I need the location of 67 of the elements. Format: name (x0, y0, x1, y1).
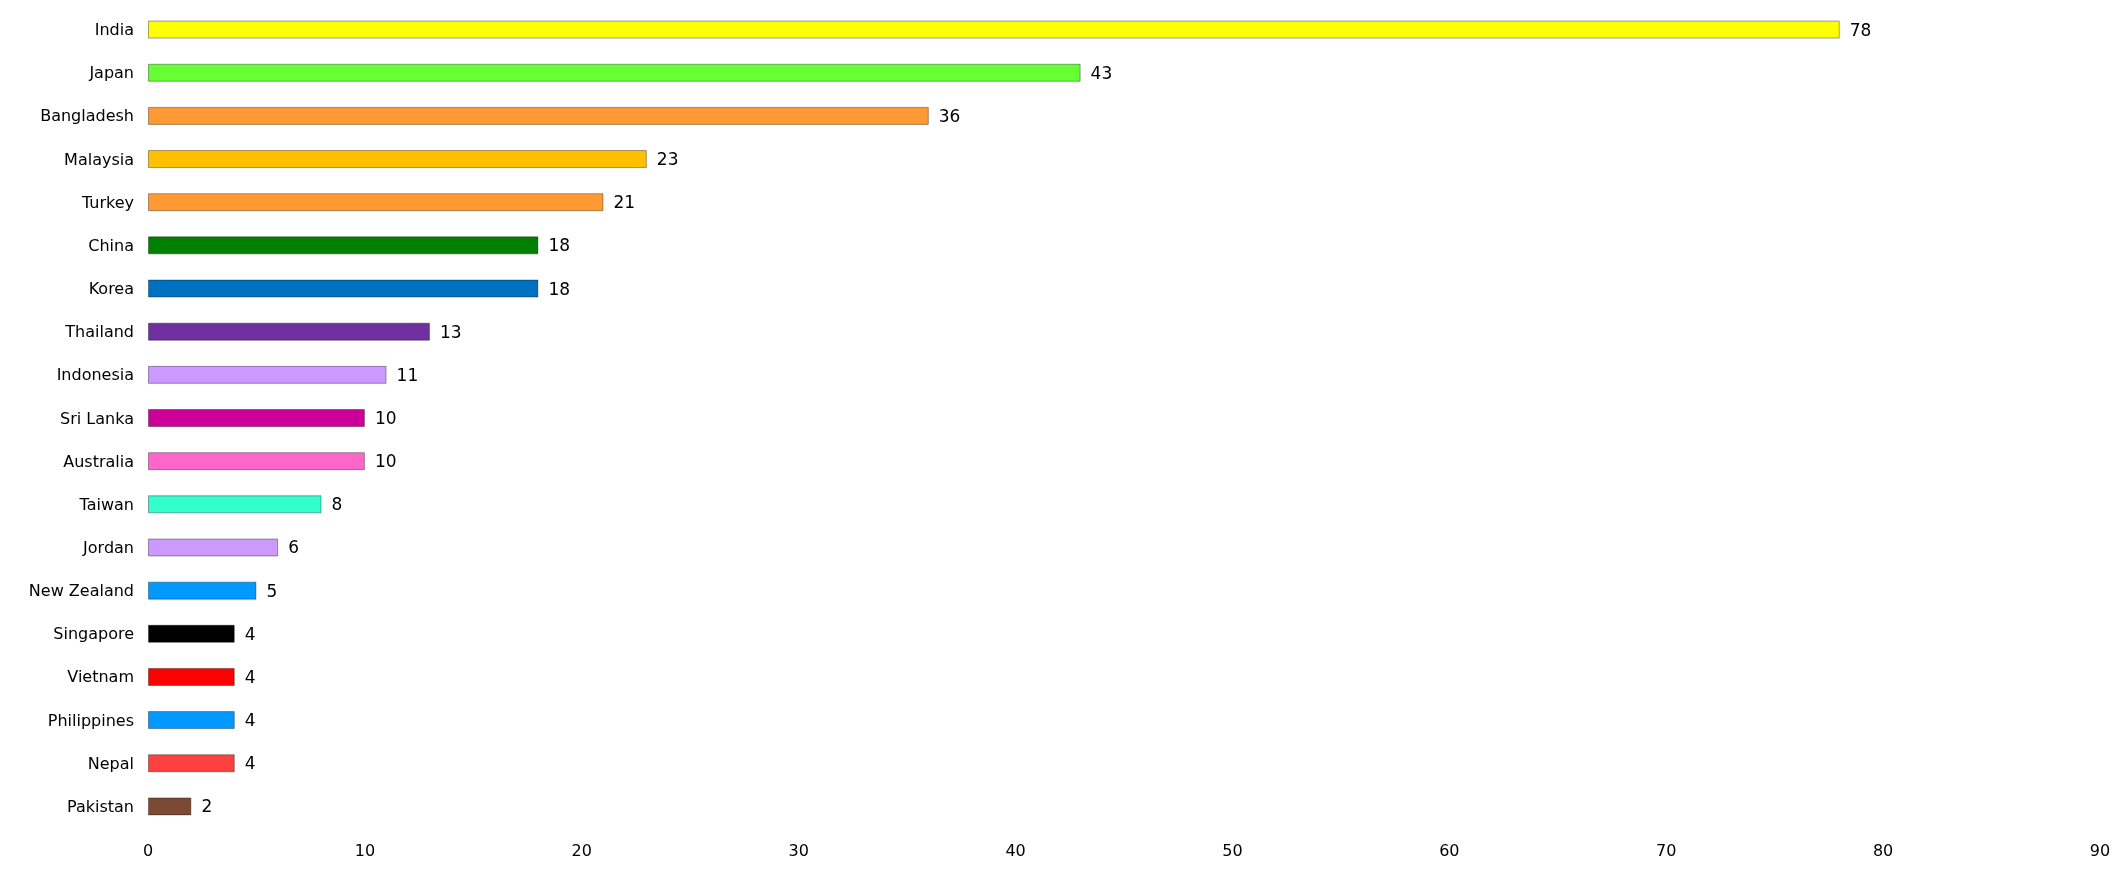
data-label: 2 (201, 796, 213, 817)
y-tick-label: Bangladesh (40, 106, 134, 126)
data-label: 4 (244, 753, 256, 774)
bar (148, 106, 929, 125)
x-tick-label: 60 (1439, 840, 1460, 860)
data-label: 10 (374, 451, 397, 472)
data-label: 36 (938, 105, 961, 126)
y-tick-label: Japan (88, 63, 134, 83)
data-label: 43 (1090, 62, 1113, 83)
y-tick-label: Pakistan (67, 796, 134, 816)
bar (148, 322, 430, 341)
y-tick-label: Thailand (64, 322, 134, 342)
data-label: 11 (396, 364, 419, 385)
bar (148, 624, 235, 643)
bar (148, 797, 192, 816)
bar (148, 150, 647, 169)
data-label: 10 (374, 408, 397, 428)
y-tick-label: New Zealand (28, 581, 134, 601)
y-tick-label: Jordan (82, 537, 134, 557)
y-tick-label: India (94, 20, 134, 40)
data-label: 5 (266, 580, 278, 601)
x-tick-label: 50 (1222, 840, 1243, 860)
y-tick-label: Malaysia (64, 149, 134, 169)
bar (148, 452, 365, 471)
x-tick-label: 20 (571, 840, 592, 860)
data-label: 18 (548, 278, 571, 299)
data-label: 13 (439, 321, 462, 342)
bar (148, 193, 604, 212)
y-tick-label: Nepal (87, 753, 134, 773)
x-tick-label: 90 (2089, 840, 2111, 860)
y-tick-label: Australia (63, 451, 134, 471)
x-tick-label: 0 (142, 840, 154, 860)
y-tick-label: Korea (88, 279, 134, 299)
bar (148, 365, 387, 384)
bar (148, 538, 279, 557)
y-tick-label: Singapore (53, 624, 134, 644)
y-tick-label: Taiwan (78, 494, 134, 514)
data-label: 8 (331, 494, 343, 515)
data-label: 21 (613, 192, 636, 213)
bar (148, 581, 257, 600)
bar (148, 667, 235, 686)
bar (148, 63, 1081, 82)
data-label: 78 (1849, 19, 1872, 40)
y-tick-label: Vietnam (67, 667, 134, 687)
bar (148, 20, 1840, 39)
y-tick-label: Turkey (80, 192, 134, 212)
bar (148, 711, 235, 730)
data-label: 4 (244, 623, 256, 644)
y-tick-label: Sri Lanka (60, 408, 134, 428)
x-tick-label: 70 (1656, 840, 1677, 860)
y-tick-label: Indonesia (56, 365, 134, 385)
data-label: 4 (244, 666, 256, 687)
y-tick-label: Philippines (47, 710, 134, 730)
x-tick-label: 40 (1005, 840, 1026, 860)
bar (148, 754, 235, 773)
bar (148, 495, 322, 514)
data-label: 4 (244, 710, 256, 731)
x-tick-label: 10 (354, 840, 376, 860)
data-label: 23 (656, 149, 679, 170)
x-tick-label: 80 (1872, 840, 1894, 860)
bar (148, 236, 539, 255)
x-tick-label: 30 (788, 840, 809, 860)
data-label: 18 (548, 235, 571, 256)
y-tick-label: China (88, 235, 134, 255)
bar (148, 279, 539, 298)
bar (148, 409, 365, 427)
data-label: 6 (288, 537, 299, 558)
